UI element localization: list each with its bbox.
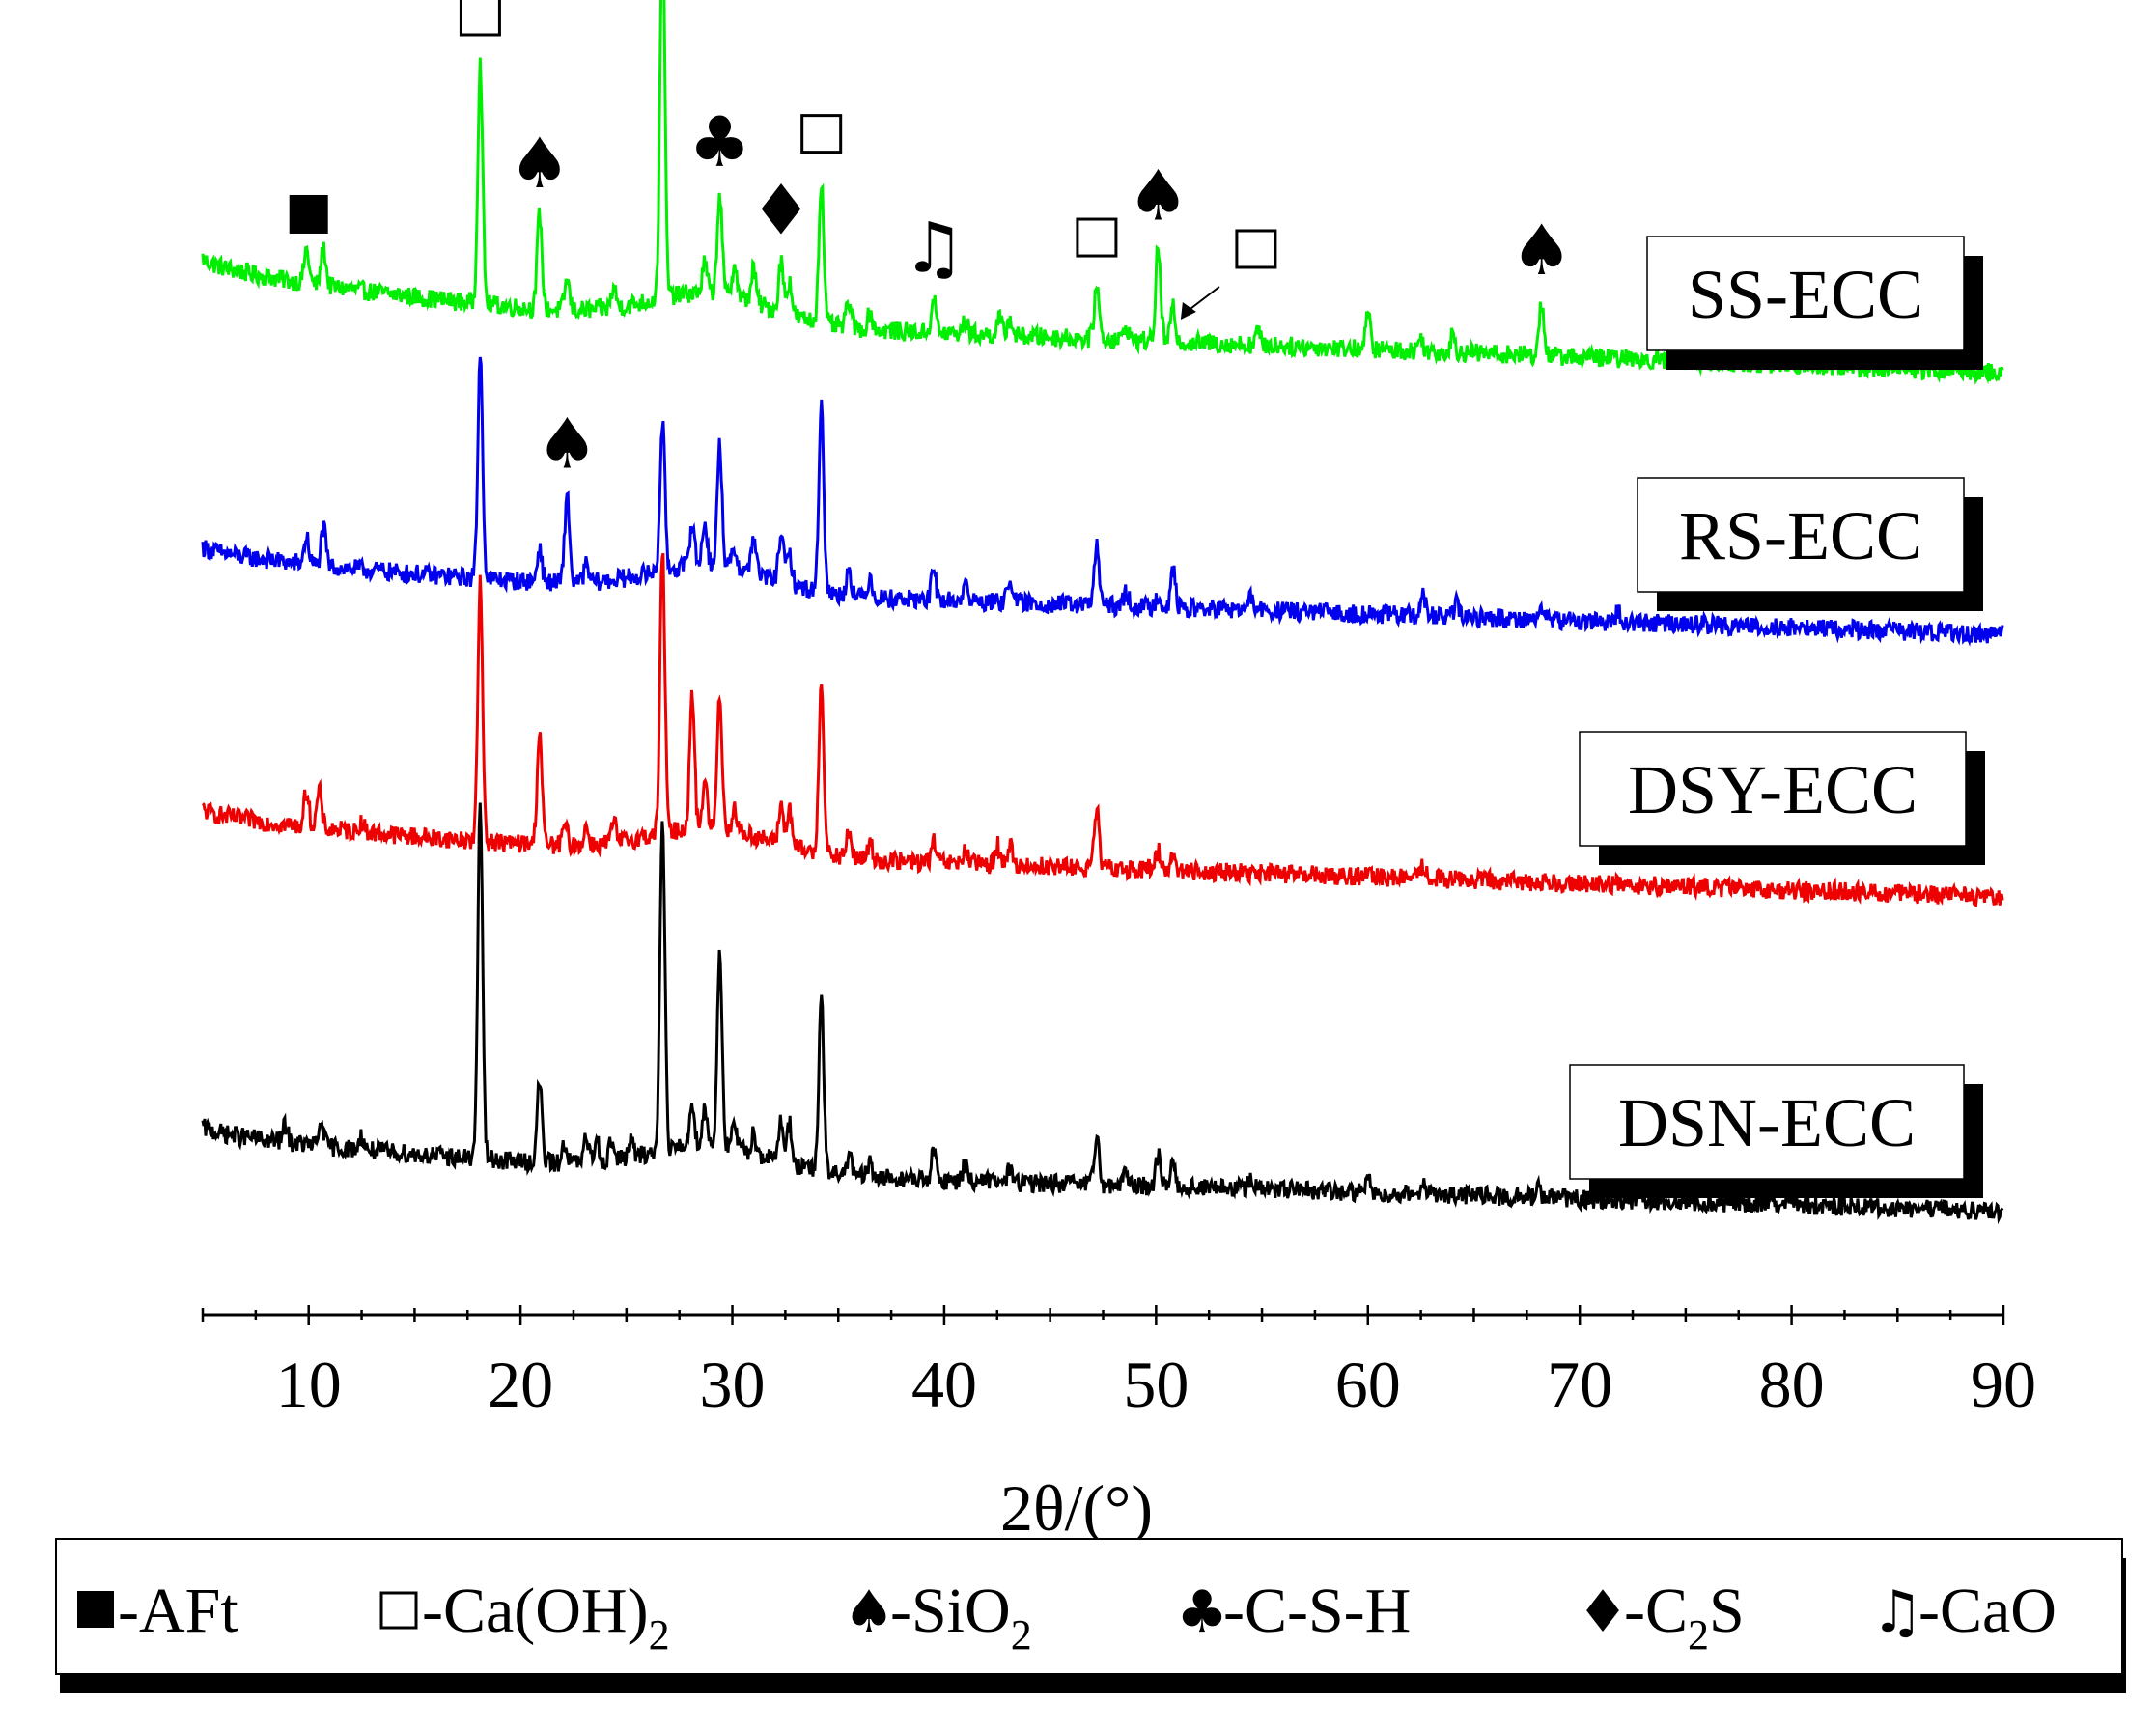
phase-marker-c2s: ♦ [750,169,813,250]
marker-arrowhead [1180,301,1196,320]
phase-marker-caoh2 [459,0,501,37]
phase-marker-c-s-h: ♣ [688,101,751,182]
x-tick-label: 20 [488,1348,553,1421]
label-box [1637,477,1965,593]
sample-label-text: SS-ECC [1688,256,1923,333]
x-axis: 10 20 30 40 50 60 70 80 90 [201,1305,2036,1421]
legend-label: -C2S [1624,1576,1745,1659]
legend-label: -SiO2 [890,1576,1032,1659]
sample-label-text: DSY-ECC [1628,751,1918,828]
legend-label: -AFt [118,1576,238,1646]
legend-entry: ♠-SiO2 [843,1576,1032,1659]
legend-entry: -Ca(OH)2 [379,1576,670,1659]
label-box [1579,731,1967,847]
sample-label-text: DSN-ECC [1618,1084,1916,1161]
legend-entry: ♦-C2S [1577,1576,1745,1659]
x-tick-label: 30 [700,1348,766,1421]
legend-symbol: ♫ [1871,1578,1923,1646]
label-layer: SS-ECC RS-ECC DSY-ECC DSN-ECC [1569,236,1985,1198]
legend-entry: ♣-C-S-H [1176,1576,1411,1646]
x-tick-label: 90 [1971,1348,2036,1421]
label-box [1646,236,1965,351]
legend-entry: -AFt [77,1576,238,1646]
marker-layer: ♠♠♣♦♫♠♠♠ [289,0,1573,485]
label-box [1569,1064,1965,1180]
legend-box [55,1538,2123,1675]
phase-marker-sio2: ♠ [509,123,572,204]
x-tick-label: 70 [1547,1348,1612,1421]
phase-marker-cao: ♫ [903,208,966,289]
x-tick-label: 60 [1335,1348,1401,1421]
phase-marker-sio2: ♠ [1510,209,1573,291]
x-tick-label: 10 [276,1348,342,1421]
series-line-dsn-ecc [201,802,2004,1225]
phase-marker-caoh2 [1235,229,1277,269]
legend-entry: ♫-CaO [1871,1576,2057,1646]
x-tick-label: 50 [1123,1348,1189,1421]
legend-label: -CaO [1918,1576,2057,1646]
x-tick-label: 80 [1759,1348,1825,1421]
marker-arrow [1186,286,1220,313]
legend-symbol [379,1591,418,1630]
sample-label-dsy-ecc: DSY-ECC [1579,731,1985,865]
x-axis-title: 2θ/(°) [1000,1471,1153,1545]
legend: -AFt -Ca(OH)2 ♠-SiO2 ♣-C-S-H ♦-C2S ♫-CaO [55,1538,2126,1693]
sample-label-text: RS-ECC [1679,497,1922,574]
phase-marker-caoh2 [800,114,843,154]
phase-marker-sio2: ♠ [536,404,599,485]
sample-label-ss-ecc: SS-ECC [1646,236,1983,370]
phase-marker-sio2: ♠ [1127,154,1190,236]
series-line-dsy-ecc [201,552,2004,907]
x-tick-label: 40 [911,1348,977,1421]
sample-label-rs-ecc: RS-ECC [1637,477,1983,611]
sample-label-dsn-ecc: DSN-ECC [1569,1064,1983,1198]
legend-symbol: ♠ [843,1578,895,1646]
legend-label: -C-S-H [1223,1576,1411,1646]
legend-label: -Ca(OH)2 [422,1576,670,1659]
legend-symbol: ♣ [1176,1578,1228,1646]
legend-symbol: ♦ [1577,1578,1629,1646]
series-line-rs-ecc [201,356,2004,647]
legend-symbol [77,1591,114,1628]
phase-marker-caoh2 [1076,217,1118,258]
phase-marker-aft [289,194,328,234]
